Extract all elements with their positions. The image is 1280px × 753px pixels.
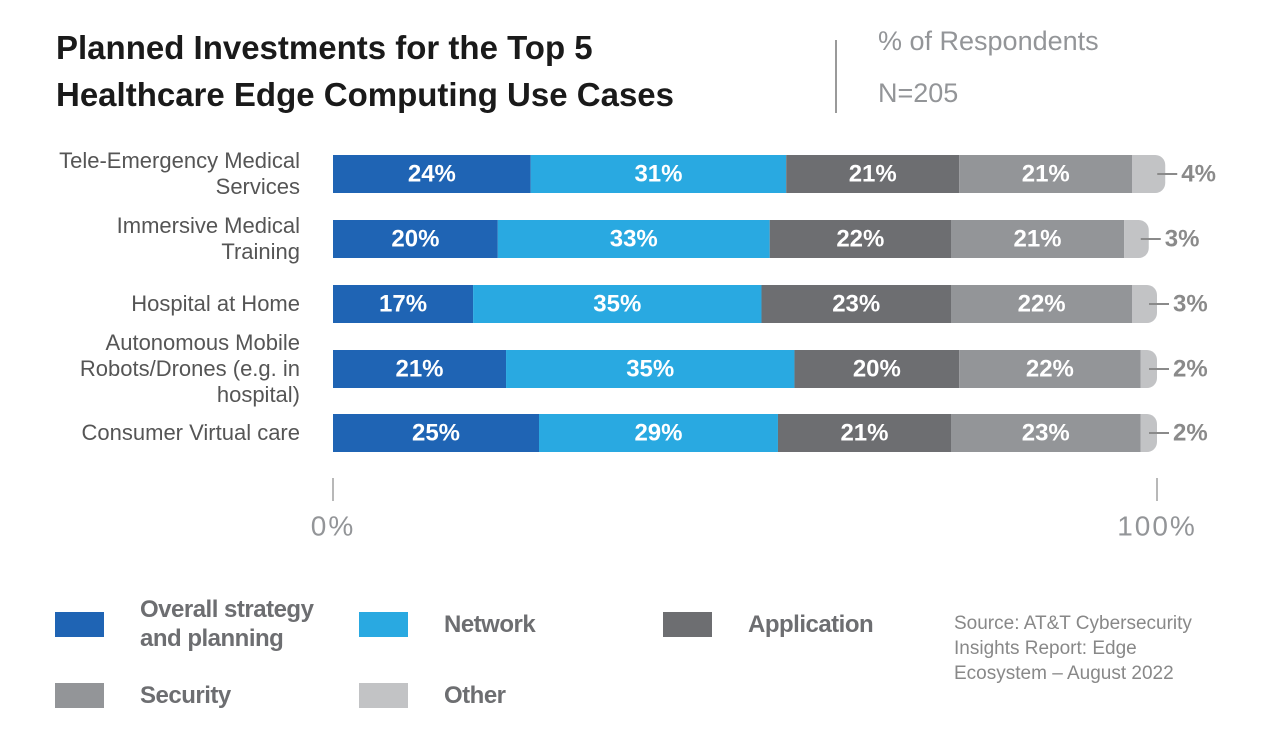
value-label: 21% xyxy=(1022,160,1070,187)
value-label: 17% xyxy=(379,290,427,317)
bar-segment xyxy=(951,285,1133,323)
bar-segment xyxy=(333,220,498,258)
value-label: 23% xyxy=(1022,419,1070,446)
value-label: 3% xyxy=(1165,225,1200,252)
value-label: 20% xyxy=(853,355,901,382)
value-label: 4% xyxy=(1181,160,1216,187)
value-label: 21% xyxy=(1013,225,1061,252)
bar-segment xyxy=(951,220,1125,258)
value-label: 22% xyxy=(1018,290,1066,317)
bar-segment xyxy=(530,155,787,193)
category-label: Tele-Emergency Medical Services xyxy=(59,148,300,199)
legend-swatch xyxy=(359,612,408,637)
bar-segment xyxy=(1124,220,1149,258)
value-label: 35% xyxy=(593,290,641,317)
legend-label: Security xyxy=(140,681,231,709)
value-label: 3% xyxy=(1173,290,1208,317)
x-tick-label: 100% xyxy=(1117,510,1197,541)
category-label: Consumer Virtual care xyxy=(81,420,300,445)
value-label: 25% xyxy=(412,419,460,446)
bar-segment xyxy=(539,414,778,452)
value-label: 31% xyxy=(634,160,682,187)
chart-title: Planned Investments for the Top 5 Health… xyxy=(56,29,675,113)
legend-swatch xyxy=(55,683,104,708)
bar-segment xyxy=(506,350,795,388)
bar-segment xyxy=(1132,155,1166,193)
value-label: 33% xyxy=(610,225,658,252)
bar-segment xyxy=(473,285,762,323)
legend-label: Application xyxy=(748,610,874,638)
category-label: Immersive Medical Training xyxy=(116,213,300,264)
bar-segment xyxy=(497,220,770,258)
bar-segment xyxy=(794,350,960,388)
value-label: 20% xyxy=(391,225,439,252)
value-label: 21% xyxy=(395,355,443,382)
legend-label: Overall strategy and planning xyxy=(140,596,314,652)
value-label: 29% xyxy=(634,419,682,446)
legend-swatch xyxy=(663,612,712,637)
value-label: 21% xyxy=(849,160,897,187)
bar-segment xyxy=(1132,285,1157,323)
value-label: 2% xyxy=(1173,419,1208,446)
bar-segment xyxy=(1140,414,1157,452)
value-label: 21% xyxy=(840,419,888,446)
legend-label: Other xyxy=(444,681,506,709)
bar-segment xyxy=(769,220,951,258)
bar-segment xyxy=(959,350,1141,388)
bar-segment xyxy=(786,155,960,193)
value-label: 2% xyxy=(1173,355,1208,382)
bar-segment xyxy=(951,414,1141,452)
x-tick-label: 0% xyxy=(311,510,355,541)
bar-segment xyxy=(761,285,951,323)
legend-swatch xyxy=(55,612,104,637)
legend-swatch xyxy=(359,683,408,708)
subtitle: % of Respondents xyxy=(878,26,1099,56)
annotation: N=205 xyxy=(878,78,959,108)
value-label: 23% xyxy=(832,290,880,317)
value-label: 35% xyxy=(626,355,674,382)
value-label: 24% xyxy=(408,160,456,187)
category-label: Hospital at Home xyxy=(131,291,300,316)
bar-segment xyxy=(333,285,474,323)
bar-segment xyxy=(777,414,951,452)
value-label: 22% xyxy=(836,225,884,252)
legend-label: Network xyxy=(444,610,536,638)
value-label: 22% xyxy=(1026,355,1074,382)
bar-segment xyxy=(1140,350,1157,388)
bar-segment xyxy=(333,350,507,388)
source: Source: AT&T Cybersecurity Insights Repo… xyxy=(954,613,1192,684)
bar-segment xyxy=(333,155,531,193)
category-label: Autonomous Mobile Robots/Drones (e.g. in… xyxy=(79,330,300,407)
bar-segment xyxy=(959,155,1133,193)
bar-segment xyxy=(333,414,539,452)
